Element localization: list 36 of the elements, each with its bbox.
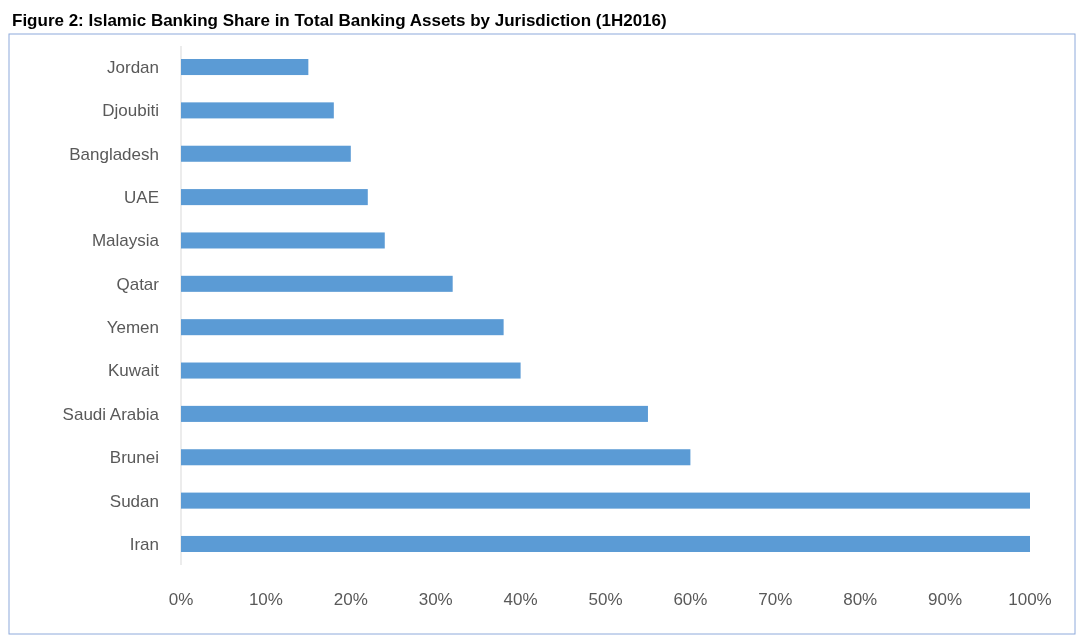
x-tick-label: 70% <box>758 590 793 609</box>
x-tick-label: 100% <box>1008 590 1052 609</box>
x-tick-label: 0% <box>168 590 194 609</box>
bar <box>181 59 309 76</box>
bar <box>181 362 521 379</box>
x-tick-label: 90% <box>928 590 963 609</box>
y-tick-label: Jordan <box>107 57 159 77</box>
y-tick-label: Djoubiti <box>102 101 159 121</box>
x-tick-label: 40% <box>503 590 538 609</box>
bar <box>181 449 691 466</box>
bar <box>181 275 453 292</box>
y-tick-label: Iran <box>129 534 159 554</box>
bar <box>181 102 334 119</box>
x-tick-label: 50% <box>588 590 623 609</box>
x-tick-label: 80% <box>843 590 878 609</box>
bar <box>181 535 1030 552</box>
x-tick-label: 10% <box>248 590 283 609</box>
x-tick-label: 60% <box>673 590 708 609</box>
bar <box>181 319 504 336</box>
bar <box>181 405 648 422</box>
chart-title: Figure 2: Islamic Banking Share in Total Banking Assets by Jurisdiction (1H2016) <box>12 11 667 30</box>
x-tick-label: 30% <box>418 590 453 609</box>
y-tick-label: Qatar <box>116 274 160 294</box>
y-tick-label: Brunei <box>109 448 159 468</box>
bar <box>181 145 351 162</box>
y-tick-label: Sudan <box>109 491 159 511</box>
bar <box>181 232 385 249</box>
bar <box>181 492 1030 509</box>
y-tick-label: Malaysia <box>91 231 160 251</box>
x-tick-label: 20% <box>333 590 368 609</box>
bar <box>181 189 368 206</box>
y-tick-label: UAE <box>124 188 159 208</box>
y-tick-label: Saudi Arabia <box>62 404 160 424</box>
y-tick-label: Yemen <box>106 318 159 338</box>
y-tick-label: Kuwait <box>107 361 160 381</box>
y-tick-label: Bangladesh <box>69 144 159 164</box>
